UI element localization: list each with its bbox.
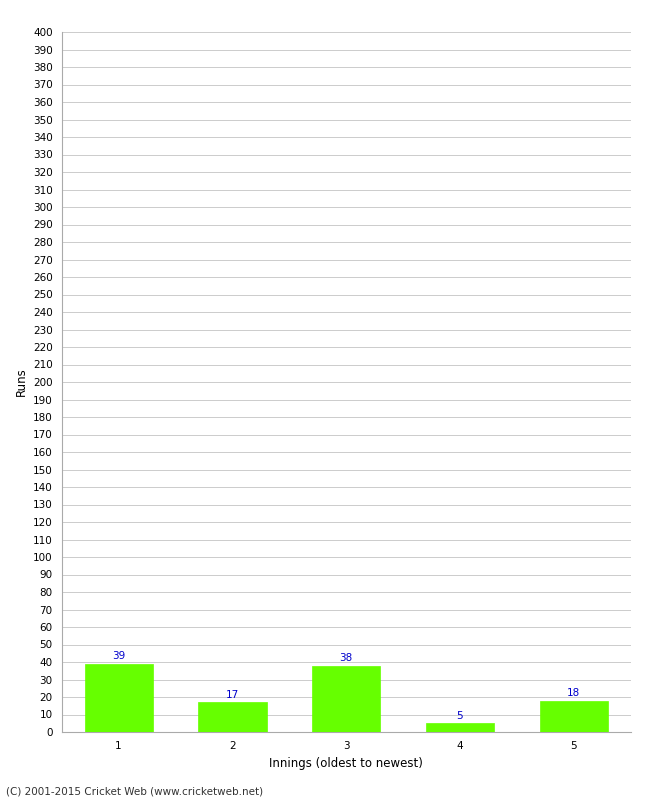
Bar [426, 723, 494, 732]
Text: (C) 2001-2015 Cricket Web (www.cricketweb.net): (C) 2001-2015 Cricket Web (www.cricketwe… [6, 786, 264, 796]
Y-axis label: Runs: Runs [14, 368, 27, 396]
Text: 17: 17 [226, 690, 239, 700]
Text: 18: 18 [567, 688, 580, 698]
Text: 39: 39 [112, 651, 125, 661]
Text: 38: 38 [339, 653, 353, 663]
Text: 5: 5 [456, 710, 463, 721]
Bar [312, 666, 380, 732]
Bar [198, 702, 266, 732]
X-axis label: Innings (oldest to newest): Innings (oldest to newest) [269, 757, 423, 770]
Bar [84, 664, 153, 732]
Bar [540, 701, 608, 732]
